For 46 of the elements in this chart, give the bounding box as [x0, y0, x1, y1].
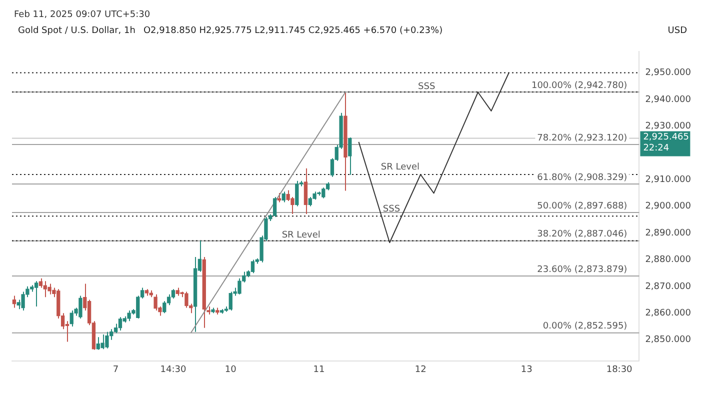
ref-line-label: 61.80% (2,908.329): [537, 172, 628, 183]
annotation: SSS: [382, 204, 400, 214]
ref-line-label: 100.00% (2,942.780): [531, 80, 628, 91]
text: 22:24: [643, 144, 670, 154]
ref-line-label: 0.00% (2,852.595): [542, 322, 628, 332]
candlestick: [118, 316, 122, 331]
y-tick-label: 2,850.000: [645, 335, 692, 346]
chart-title: Gold Spot / U.S. Dollar, 1h: [18, 26, 136, 36]
candlestick: [304, 168, 308, 215]
candlestick: [38, 278, 43, 288]
y-tick-label: 2,890.000: [645, 228, 692, 238]
annotation: SR Level: [282, 230, 320, 240]
candlestick: [348, 136, 352, 176]
annotation: SR Level: [380, 162, 420, 172]
y-tick-label: 2,900.000: [645, 202, 692, 212]
y-tick-label: 2,940.000: [645, 94, 692, 105]
chart-subtitle: O2,918.850 H2,925.775 L2,911.745 C2,925.465 +6.570 (+0.23%): [143, 26, 443, 36]
y-tick-label: 2,930.000: [645, 122, 692, 132]
candlestick: [250, 259, 255, 274]
y-tick-label: 2,860.000: [645, 308, 692, 318]
y-tick-label: 2,910.000: [645, 174, 692, 185]
candlestick: [34, 280, 38, 307]
ref-line-label: 78.20% (2,923.120): [537, 133, 628, 144]
candlestick: [12, 295, 16, 308]
y-tick-label: 2,870.000: [645, 282, 692, 292]
x-tick-label: 10: [224, 364, 237, 375]
annotation: SSS: [418, 82, 436, 92]
ref-line-label: 50.00% (2,897.688): [537, 201, 628, 212]
x-tick-label: 18:30: [606, 364, 633, 375]
ref-line-label: 38.20% (2,887.046): [537, 230, 628, 240]
x-tick-label: 14:30: [160, 364, 186, 375]
candlestick: [277, 192, 282, 203]
y-tick-label: 2,950.000: [645, 68, 692, 78]
x-tick-label: 11: [313, 364, 325, 375]
y-tick-label: 2,880.000: [645, 255, 692, 266]
candlestick: [272, 196, 277, 218]
x-tick-label: 7: [112, 364, 119, 375]
text: 2,925.465: [643, 132, 690, 143]
text: Feb 11, 2025 09:07 UTC+5:30: [13, 9, 152, 22]
ref-line-label: 23.60% (2,873.879): [537, 264, 628, 275]
x-tick-label: 12: [414, 364, 426, 375]
x-tick-label: 13: [520, 364, 532, 375]
y-axis-title: USD: [668, 26, 687, 36]
candlestick: [295, 180, 299, 207]
candlestick: [282, 191, 286, 203]
candlestick: [162, 300, 166, 314]
